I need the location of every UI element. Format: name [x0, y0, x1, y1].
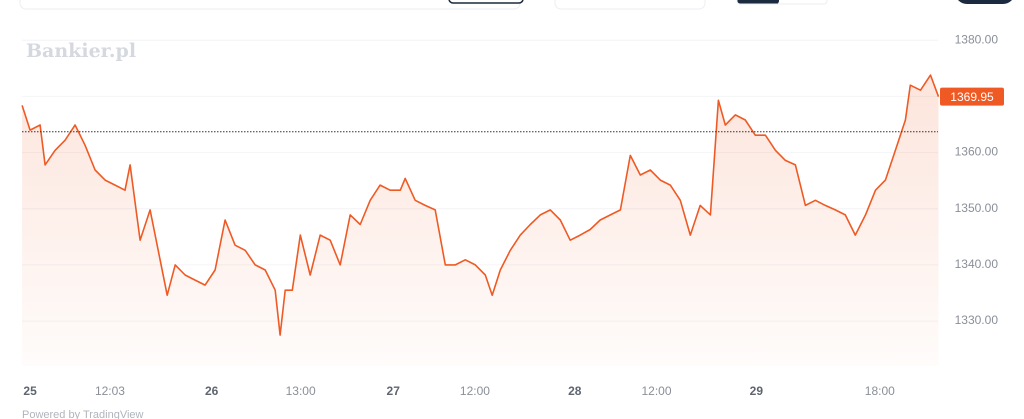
price-line	[21, 74, 940, 336]
button[interactable]	[448, 0, 524, 4]
dropdown[interactable]	[554, 0, 706, 10]
toggle-group[interactable]	[736, 0, 828, 5]
last-price-label: 1369.95	[950, 90, 994, 104]
y-tick-label: 1380.00	[955, 32, 999, 46]
search-box[interactable]	[19, 0, 521, 10]
x-tick-label: 12:00	[641, 384, 671, 398]
y-tick-label: 1340.00	[955, 257, 999, 271]
x-tick-label: 18:00	[865, 384, 895, 398]
toggle[interactable]	[737, 0, 779, 4]
button[interactable]	[955, 0, 1015, 4]
y-tick-label: 1360.00	[955, 145, 999, 159]
top-toolbar	[19, 0, 1015, 10]
area	[22, 75, 939, 366]
x-tick-label: 12:03	[95, 384, 125, 398]
x-tick-label: 26	[205, 384, 219, 398]
x-tick-label: 13:00	[286, 384, 316, 398]
y-tick-label: 1330.00	[955, 313, 999, 327]
x-tick-label: 27	[387, 384, 401, 398]
x-tick-label: 29	[750, 384, 764, 398]
footer: Powered by TradingView	[22, 409, 144, 419]
watermark: Bankier.pl	[26, 40, 136, 62]
last-price-badge	[940, 87, 1004, 106]
x-tick-label: 25	[23, 384, 37, 398]
y-tick-label: 1350.00	[955, 201, 999, 215]
x-tick-label: 28	[568, 384, 582, 398]
x-tick-label: 12:00	[460, 384, 490, 398]
